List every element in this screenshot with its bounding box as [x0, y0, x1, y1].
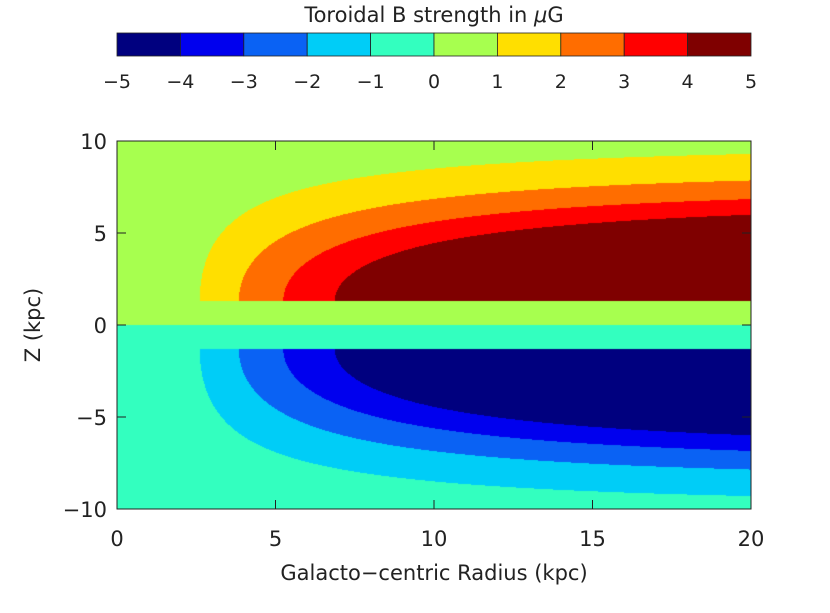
- x-ticks: 0 5 10 15 20: [110, 141, 764, 551]
- x-tick-label: 15: [579, 527, 606, 551]
- colorbar-swatch: [623, 32, 689, 57]
- y-tick-label: 0: [94, 314, 107, 338]
- colorbar-tick-label: 1: [491, 71, 503, 93]
- x-tick-label: 0: [110, 527, 123, 551]
- colorbar-ticks: −5 −4 −3 −2 −1 0 1 2 3 4 5: [103, 71, 757, 93]
- colorbar-tick-label: −4: [166, 71, 194, 93]
- colorbar-tick-label: 0: [428, 71, 440, 93]
- x-tick-label: 20: [738, 527, 765, 551]
- y-tick-label: −10: [63, 498, 107, 522]
- colorbar-swatch: [433, 32, 498, 57]
- y-tick-label: −5: [76, 406, 107, 430]
- colorbar-tick-label: −1: [357, 71, 385, 93]
- colorbar-swatches: [116, 32, 752, 57]
- y-axis-label: Z (kpc): [21, 288, 45, 362]
- y-tick-label: 5: [94, 222, 107, 246]
- y-tick-label: 10: [80, 130, 107, 154]
- colorbar-tick-label: 3: [618, 71, 630, 93]
- colorbar-title-symbol: μ: [533, 3, 547, 27]
- plot-area: 0 5 10 15 20 10 5 0 −5 −10 Galacto−centric Radiu…: [21, 130, 764, 585]
- heatmap-image: [117, 141, 751, 509]
- y-ticks: 10 5 0 −5 −10: [63, 130, 751, 522]
- colorbar-swatch: [496, 32, 562, 57]
- colorbar-title: Toroidal B strength in μG: [303, 3, 563, 27]
- colorbar-tick-label: −5: [103, 71, 131, 93]
- colorbar-swatch: [116, 32, 181, 57]
- colorbar-swatch: [560, 32, 625, 57]
- x-tick-label: 5: [269, 527, 282, 551]
- colorbar-tick-label: −2: [293, 71, 321, 93]
- colorbar-swatch: [306, 32, 372, 57]
- x-tick-label: 10: [421, 527, 448, 551]
- x-axis-label: Galacto−centric Radius (kpc): [280, 561, 587, 585]
- colorbar: Toroidal B strength in μG −5 −4 −3 −2 −1 0 1 2 3…: [103, 3, 757, 93]
- colorbar-swatch: [179, 32, 245, 57]
- colorbar-tick-label: 4: [682, 71, 694, 93]
- colorbar-tick-label: −3: [230, 71, 258, 93]
- colorbar-title-prefix: Toroidal B strength in: [303, 3, 534, 27]
- colorbar-title-suffix: G: [547, 3, 563, 27]
- colorbar-swatch: [243, 32, 308, 57]
- colorbar-tick-label: 5: [745, 71, 757, 93]
- colorbar-swatch: [370, 32, 435, 57]
- colorbar-swatch: [687, 32, 752, 57]
- colorbar-tick-label: 2: [555, 71, 567, 93]
